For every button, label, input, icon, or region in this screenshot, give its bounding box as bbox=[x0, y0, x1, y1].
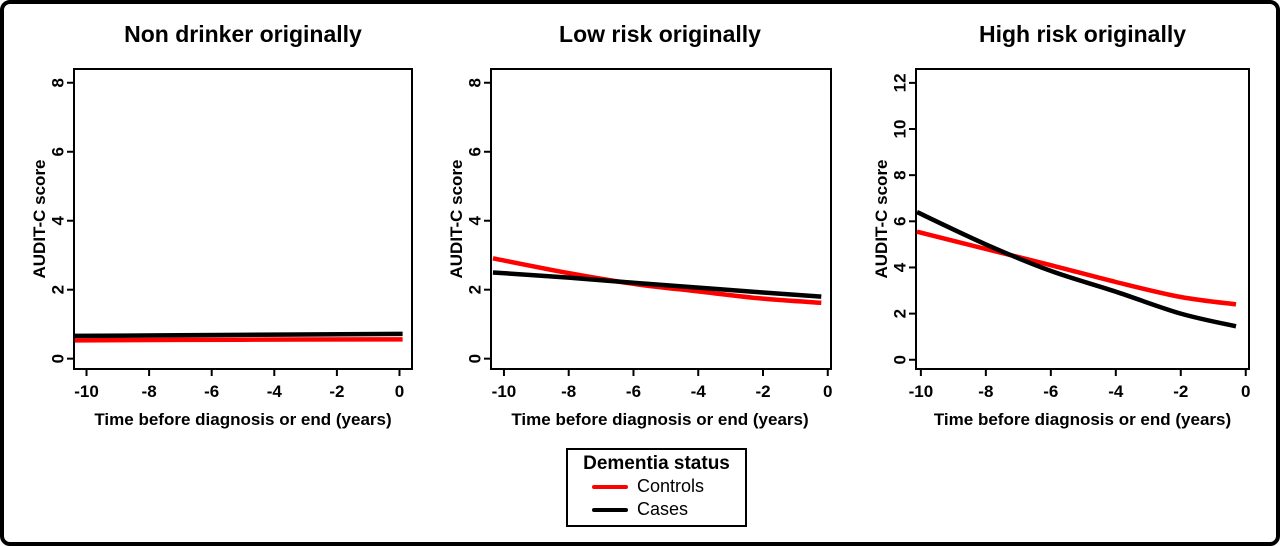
controls-line bbox=[916, 229, 1237, 307]
legend-box: Dementia status Controls Cases bbox=[566, 448, 747, 527]
x-tick-label: -10 bbox=[74, 382, 99, 401]
x-tick-label: 0 bbox=[1241, 382, 1250, 401]
plot-area-non-drinker: -10 -8 -6 -4 -2 0 0 2 4 6 8 bbox=[49, 68, 413, 401]
x-tick-label: -4 bbox=[1108, 382, 1124, 401]
x-axis-label: Time before diagnosis or end (years) bbox=[933, 410, 1232, 429]
x-axis-label: Time before diagnosis or end (years) bbox=[94, 410, 392, 429]
x-tick-label: -8 bbox=[142, 382, 157, 401]
x-tick-label: -4 bbox=[267, 382, 283, 401]
y-tick-label: 0 bbox=[891, 355, 910, 364]
chart-title-high-risk: High risk originally bbox=[978, 21, 1187, 47]
y-tick-label: 10 bbox=[891, 120, 910, 139]
y-tick-label: 0 bbox=[49, 354, 68, 363]
plot-box bbox=[73, 68, 413, 370]
x-tick-label: -4 bbox=[691, 382, 707, 401]
x-tick-label: -6 bbox=[626, 382, 641, 401]
legend-item-controls: Controls bbox=[568, 475, 745, 498]
y-tick-label: 12 bbox=[891, 73, 910, 92]
controls-line-swatch bbox=[592, 484, 628, 489]
y-tick-label: 4 bbox=[891, 262, 910, 272]
y-tick-label: 6 bbox=[466, 147, 485, 156]
legend-title: Dementia status bbox=[583, 453, 730, 474]
y-tick-label: 2 bbox=[891, 309, 910, 318]
y-tick-label: 2 bbox=[49, 285, 68, 294]
x-tick-label: -6 bbox=[1043, 382, 1058, 401]
y-tick-label: 8 bbox=[891, 170, 910, 179]
cases-line bbox=[492, 270, 822, 299]
x-axis-label: Time before diagnosis or end (years) bbox=[511, 410, 809, 429]
y-tick-label: 8 bbox=[49, 78, 68, 87]
legend-item-cases: Cases bbox=[568, 498, 745, 521]
cases-line bbox=[74, 331, 403, 339]
plot-box bbox=[490, 68, 832, 370]
cases-line bbox=[916, 210, 1237, 329]
x-tick-label: -2 bbox=[329, 382, 344, 401]
y-tick-label: 8 bbox=[466, 78, 485, 87]
y-tick-label: 0 bbox=[466, 354, 485, 363]
legend-label-cases: Cases bbox=[637, 499, 689, 519]
x-tick-label: -10 bbox=[909, 382, 934, 401]
x-tick-label: -8 bbox=[561, 382, 576, 401]
x-tick-label: -8 bbox=[978, 382, 993, 401]
panel-non-drinker: Non drinker originally AUDIT-C score -10… bbox=[4, 4, 434, 439]
chart-title-low-risk: Low risk originally bbox=[559, 21, 761, 47]
plot-area-low-risk: -10 -8 -6 -4 -2 0 0 2 4 6 8 bbox=[466, 68, 832, 401]
panel-high-risk: High risk originally AUDIT-C score -10 -8… bbox=[846, 4, 1276, 439]
chart-title-non-drinker: Non drinker originally bbox=[124, 21, 362, 47]
y-tick-label: 4 bbox=[466, 215, 485, 225]
plot-box bbox=[915, 68, 1250, 370]
plot-area-high-risk: -10 -8 -6 -4 -2 0 0 2 4 6 8 10 12 bbox=[891, 68, 1250, 401]
y-tick-label: 4 bbox=[49, 215, 68, 225]
controls-line bbox=[492, 256, 822, 306]
x-tick-label: -2 bbox=[755, 382, 770, 401]
controls-line bbox=[74, 337, 403, 343]
y-tick-label: 6 bbox=[891, 217, 910, 226]
x-tick-label: -6 bbox=[204, 382, 219, 401]
x-tick-label: 0 bbox=[395, 382, 404, 401]
y-tick-label: 2 bbox=[466, 285, 485, 294]
legend-label-controls: Controls bbox=[637, 476, 705, 496]
x-tick-label: -10 bbox=[492, 382, 517, 401]
y-tick-label: 6 bbox=[49, 147, 68, 156]
panel-low-risk: Low risk originally AUDIT-C score -10 -8-… bbox=[421, 4, 851, 439]
x-tick-label: -2 bbox=[1173, 382, 1188, 401]
cases-line-swatch bbox=[592, 507, 628, 512]
x-tick-label: 0 bbox=[823, 382, 832, 401]
